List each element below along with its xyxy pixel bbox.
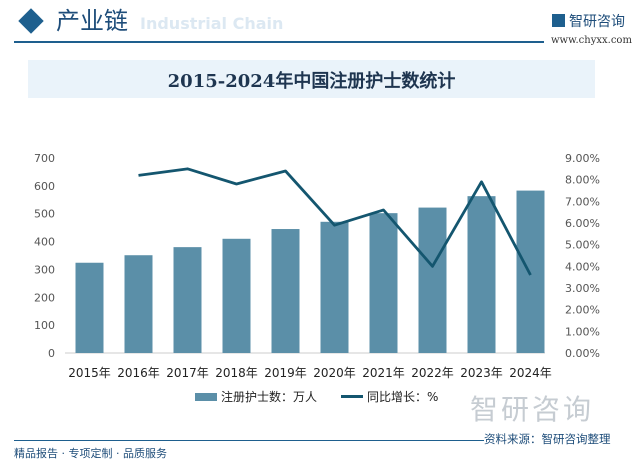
y-left-tick: 300 [34,263,55,276]
x-tick-label: 2023年 [460,366,503,380]
bar [222,238,251,353]
header-subtitle: Industrial Chain [140,14,284,33]
brand-logo: 智研咨询 [552,14,625,31]
y-right-tick: 3.00% [565,282,600,295]
y-right-tick: 9.00% [565,152,600,165]
bar [418,207,447,353]
brand-logo-icon [552,14,565,27]
legend-item-bar: 注册护士数：万人 [195,390,317,405]
legend-label: 同比增长：% [367,390,439,404]
y-right-tick: 1.00% [565,325,600,338]
bar [516,190,545,353]
footer-logo: 智研咨询 [470,393,595,426]
y-right-tick: 4.00% [565,260,600,273]
y-right-tick: 8.00% [565,174,600,187]
y-left-tick: 0 [48,347,55,360]
chart-title: 2015-2024年中国注册护士数统计 [167,71,456,92]
x-tick-label: 2024年 [509,366,552,380]
bar [467,196,496,353]
legend-label: 注册护士数：万人 [221,390,318,404]
legend-line-swatch [341,395,364,398]
legend-item-line: 同比增长：% [341,390,438,405]
x-tick-label: 2016年 [117,366,160,380]
y-right-tick: 6.00% [565,217,600,230]
legend: 注册护士数：万人 同比增长：% [195,390,438,405]
y-right-tick: 5.00% [565,239,600,252]
header-divider [14,41,544,43]
y-left-tick: 700 [34,152,55,165]
y-right-tick: 7.00% [565,195,600,208]
x-tick-label: 2022年 [411,366,454,380]
x-tick-label: 2019年 [264,366,307,380]
bar [124,255,153,353]
y-right-tick: 2.00% [565,304,600,317]
chart-title-bar: 2015-2024年中国注册护士数统计 [28,60,595,98]
legend-bar-swatch [195,393,217,401]
header-title: 产业链 [56,7,128,35]
bar [271,229,300,353]
y-left-tick: 100 [34,319,55,332]
x-tick-label: 2017年 [166,366,209,380]
bar [320,221,349,353]
y-left-tick: 500 [34,208,55,221]
footer-source: 资料来源：智研咨询整理 [484,432,611,446]
footer-divider [14,440,484,441]
brand-url: www.chyxx.com [551,35,632,46]
x-tick-label: 2015年 [68,366,111,380]
y-left-tick: 200 [34,291,55,304]
x-tick-label: 2020年 [313,366,356,380]
x-tick-label: 2021年 [362,366,405,380]
y-left-tick: 400 [34,236,55,249]
footer-slogan: 精品报告 · 专项定制 · 品质服务 [14,447,167,460]
brand-name: 智研咨询 [569,14,625,30]
bar [75,262,104,353]
bar [173,247,202,353]
y-right-tick: 0.00% [565,347,600,360]
y-left-tick: 600 [34,180,55,193]
bar [369,213,398,353]
x-tick-label: 2018年 [215,366,258,380]
chart: 0 100 200 300 400 500 600 700 0.00% 1.00% 2.00% 3.0… [34,152,600,380]
